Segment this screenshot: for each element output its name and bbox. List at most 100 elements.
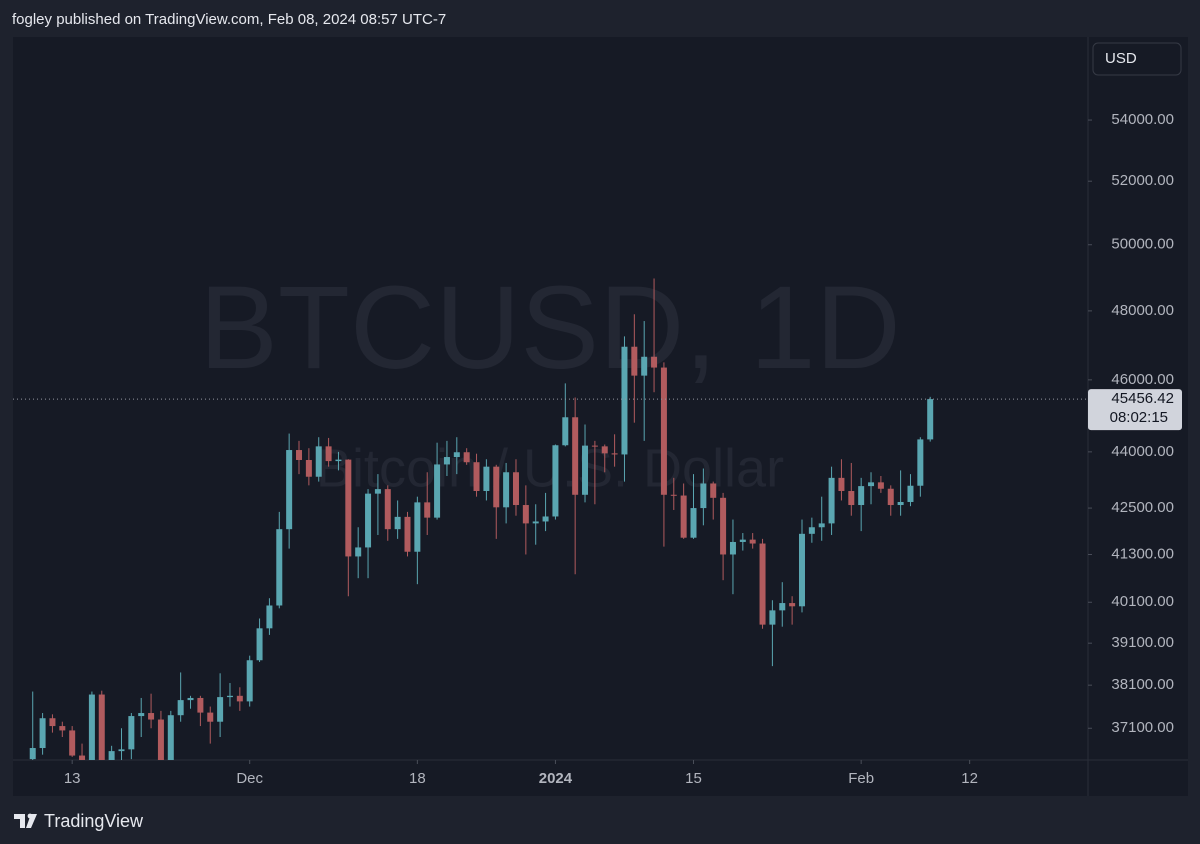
candle-body (374, 489, 381, 494)
candle-body (365, 493, 372, 548)
last-price-label: 45456.42 (1111, 390, 1174, 407)
candle (207, 706, 214, 744)
candle (651, 278, 658, 393)
candle-body (483, 466, 490, 492)
candle (858, 477, 865, 532)
candle (39, 713, 46, 755)
y-tick-label: 41300.00 (1111, 545, 1174, 562)
candle (710, 481, 717, 520)
candle-body (187, 697, 194, 701)
candle (808, 517, 815, 543)
candle (828, 466, 835, 535)
candle-body (108, 751, 115, 760)
candle (226, 683, 233, 707)
x-tick-label: 18 (409, 770, 426, 787)
candle (670, 477, 677, 510)
candle-body (443, 457, 450, 465)
candle (700, 468, 707, 526)
candle-body (266, 605, 273, 629)
candle-body (907, 485, 914, 502)
candle-body (473, 462, 480, 492)
candle (296, 440, 303, 475)
candle-body (670, 494, 677, 496)
candle-body (818, 523, 825, 528)
candle (562, 383, 569, 447)
candle (759, 538, 766, 629)
candle (305, 448, 312, 486)
plot-area (13, 278, 1088, 760)
candle (325, 437, 332, 467)
candle-body (700, 483, 707, 509)
candle-body (345, 459, 352, 557)
candle (187, 695, 194, 709)
candle (128, 713, 135, 760)
candle (621, 336, 628, 482)
candle (49, 714, 56, 733)
candle (197, 695, 204, 727)
candle-body (29, 748, 36, 760)
candle-body (601, 446, 608, 454)
candle (917, 437, 924, 497)
candle-body (325, 446, 332, 462)
candle (315, 437, 322, 482)
candle (729, 519, 736, 595)
candle-body (562, 417, 569, 446)
candle (601, 444, 608, 473)
last-price-badge (1088, 389, 1182, 431)
candle (542, 492, 549, 532)
candle (167, 710, 174, 760)
candle-body (710, 483, 717, 498)
candle (108, 745, 115, 760)
candle-body (591, 445, 598, 447)
header: fogley published on TradingView.com, Feb… (12, 11, 446, 28)
currency-label: USD (1105, 50, 1137, 67)
candle (365, 489, 372, 579)
candle-body (424, 502, 431, 518)
candle (414, 496, 421, 585)
candle (138, 697, 145, 738)
candle-body (286, 450, 293, 530)
candle-body (88, 694, 95, 760)
candle-body (207, 712, 214, 722)
candle (877, 475, 884, 493)
candle-body (680, 495, 687, 538)
candle-body (887, 488, 894, 506)
candle (572, 397, 579, 575)
candle-body (138, 713, 145, 717)
logo-dot (27, 813, 33, 819)
candle (79, 743, 86, 760)
candle-body (49, 718, 56, 727)
candle (779, 582, 786, 627)
candle-body (453, 452, 460, 458)
candle-body (98, 694, 105, 760)
candle (148, 693, 155, 729)
candle-body (729, 541, 736, 555)
currency-button[interactable] (1092, 42, 1182, 76)
candle-body (335, 459, 342, 462)
candle (522, 485, 529, 555)
candle-body (838, 477, 845, 492)
y-tick-label: 37100.00 (1111, 719, 1174, 736)
candle-body (404, 516, 411, 552)
y-tick-label: 48000.00 (1111, 302, 1174, 319)
candle (868, 472, 875, 505)
candle (473, 453, 480, 497)
footer-brand: TradingView (44, 811, 144, 831)
candle-body (917, 439, 924, 486)
candle (897, 470, 904, 516)
candle (246, 655, 253, 707)
candle (88, 691, 95, 760)
y-tick-label: 44000.00 (1111, 443, 1174, 460)
candle (631, 314, 638, 423)
candle (641, 321, 648, 441)
candle-body (236, 695, 243, 702)
candle (463, 448, 470, 465)
candle-body (493, 466, 500, 508)
y-tick-label: 52000.00 (1111, 172, 1174, 189)
candle-body (749, 539, 756, 544)
candle (532, 504, 539, 545)
candle (838, 459, 845, 501)
candle-body (512, 472, 519, 506)
candle (266, 598, 273, 635)
